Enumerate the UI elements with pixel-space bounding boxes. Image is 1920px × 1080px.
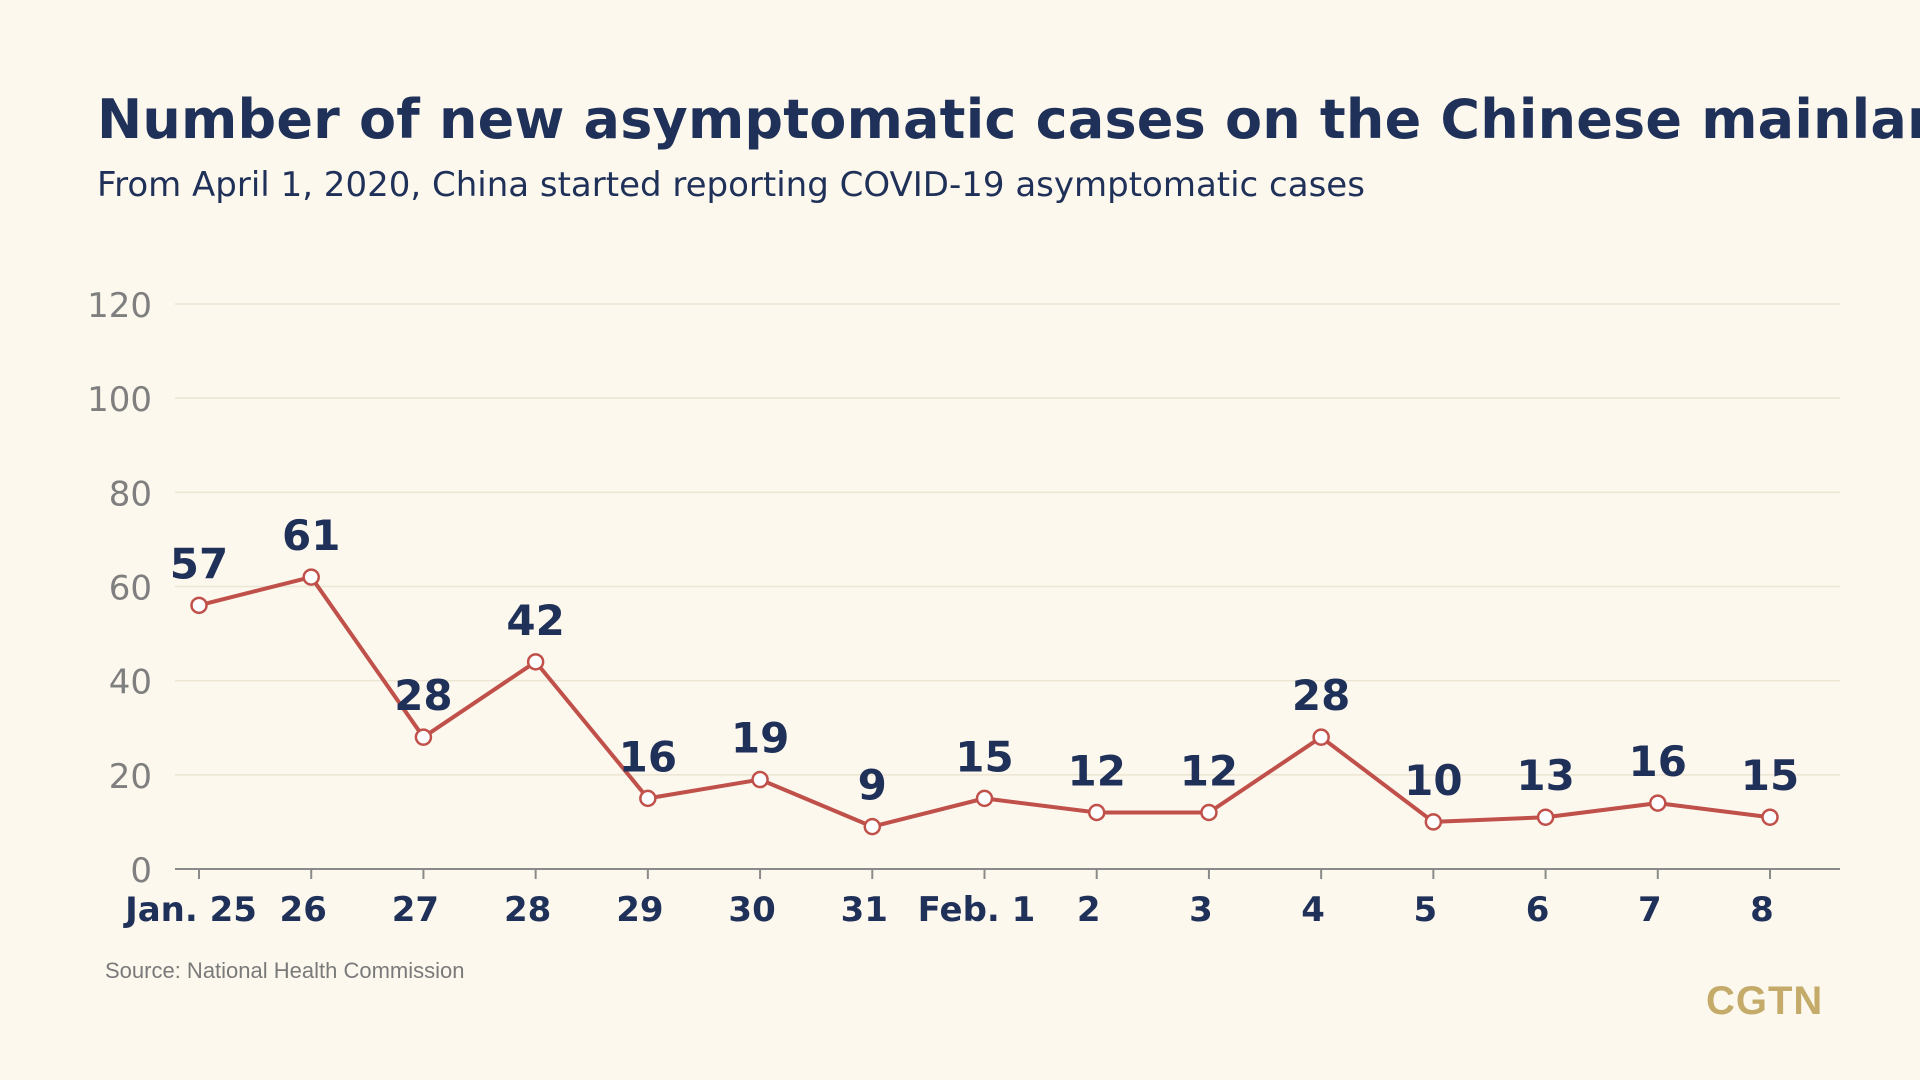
data-label: 15 xyxy=(1741,751,1799,800)
data-point xyxy=(1536,808,1555,826)
y-tick-label: 100 xyxy=(87,380,152,420)
data-label: 42 xyxy=(506,596,564,645)
data-label: 16 xyxy=(619,732,677,781)
data-label: 12 xyxy=(1180,747,1238,796)
data-point xyxy=(302,568,320,586)
x-tick-label: 7 xyxy=(1638,890,1662,930)
data-label: 10 xyxy=(1404,756,1462,805)
gridlines xyxy=(175,303,1840,776)
x-tick-label: 28 xyxy=(504,890,551,930)
x-tick-label: 29 xyxy=(616,890,663,930)
y-tick-label: 40 xyxy=(109,663,152,703)
data-point xyxy=(1424,813,1443,831)
chart-title: Number of new asymptomatic cases on the … xyxy=(97,88,1920,151)
x-tick-label: 8 xyxy=(1750,890,1774,930)
data-label: 28 xyxy=(394,671,452,720)
data-point xyxy=(1649,794,1667,812)
x-tick-label: 6 xyxy=(1526,890,1550,930)
y-tick-label: 60 xyxy=(109,569,152,609)
x-tick-label: 5 xyxy=(1414,890,1438,930)
data-point xyxy=(1312,728,1330,746)
data-labels: 57 61 28 42 16 19 9 15 12 12 28 10 13 16 15 xyxy=(170,511,1799,810)
data-label: 13 xyxy=(1516,751,1574,800)
x-tick-label: 2 xyxy=(1077,890,1101,930)
y-tick-label: 20 xyxy=(109,757,152,797)
data-point xyxy=(1200,803,1218,822)
x-tick-label: Jan. 25 xyxy=(123,890,257,930)
data-point xyxy=(863,817,882,836)
data-label: 19 xyxy=(731,714,789,763)
data-point xyxy=(1761,808,1779,826)
data-point xyxy=(1087,803,1106,822)
data-point xyxy=(526,653,545,671)
data-label: 12 xyxy=(1067,747,1125,796)
data-point xyxy=(975,789,994,808)
y-axis-ticks: 0 20 40 60 80 100 120 xyxy=(87,286,152,891)
y-tick-label: 80 xyxy=(109,474,152,514)
y-tick-label: 120 xyxy=(87,286,152,326)
x-tick-label: 3 xyxy=(1189,890,1213,930)
data-label: 9 xyxy=(858,761,887,810)
x-tick-label: 30 xyxy=(728,890,775,930)
x-tick-label: 27 xyxy=(392,890,439,930)
data-point xyxy=(190,596,208,615)
data-label: 16 xyxy=(1629,737,1687,786)
data-label: 57 xyxy=(170,539,228,588)
y-tick-label: 0 xyxy=(130,851,152,891)
chart-subtitle: From April 1, 2020, China started report… xyxy=(97,165,1365,205)
x-tick-label: 31 xyxy=(841,890,888,930)
x-tick-label: Feb. 1 xyxy=(918,890,1036,930)
data-label: 15 xyxy=(955,732,1013,781)
data-point xyxy=(751,770,769,789)
x-tick-label: 4 xyxy=(1301,890,1325,930)
data-label: 28 xyxy=(1292,671,1350,720)
data-label: 61 xyxy=(282,511,340,560)
data-point xyxy=(414,728,433,746)
cgtn-logo: CGTN xyxy=(1706,979,1824,1023)
data-point xyxy=(639,789,657,808)
data-points xyxy=(190,568,1779,836)
x-axis-ticks: Jan. 25 26 27 28 29 30 31 Feb. 1 2 3 4 5 6 7 8 xyxy=(123,869,1774,930)
x-tick-label: 26 xyxy=(280,890,327,930)
source-note: Source: National Health Commission xyxy=(105,958,465,983)
